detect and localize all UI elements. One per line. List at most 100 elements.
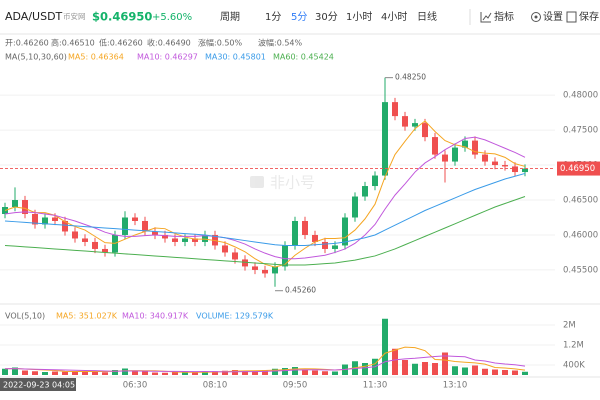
- volume-bar: [302, 370, 308, 375]
- interval-tab[interactable]: 30分: [315, 11, 338, 23]
- legend-item: MA30: 0.45801: [205, 53, 266, 62]
- watermark-text: 非小号: [270, 174, 315, 192]
- exchange: 币安网: [63, 11, 86, 21]
- candle-body: [162, 234, 168, 239]
- ohlc-item: 低:0.46260: [99, 38, 143, 48]
- last-price-label: 0.46950: [560, 164, 595, 174]
- volume-bar: [522, 371, 528, 375]
- candle-body: [322, 241, 328, 249]
- volume-bar: [182, 372, 188, 375]
- candle-body: [472, 140, 478, 155]
- interval-tab[interactable]: 4小时: [381, 11, 407, 23]
- candle-body: [422, 123, 428, 138]
- volume-bar: [312, 370, 318, 375]
- price: $0.46950: [92, 10, 152, 24]
- ma-line: [4, 172, 526, 246]
- volume-bar: [12, 367, 18, 375]
- volume-bar: [402, 360, 408, 375]
- settings-tool[interactable]: 设置: [531, 11, 564, 23]
- y-tick-label: 0.45500: [563, 265, 598, 275]
- ohlc-item: 开:0.46260: [5, 39, 49, 48]
- y-tick-label: 2M: [563, 321, 576, 331]
- ma-line: [4, 120, 526, 268]
- candle-body: [22, 200, 28, 214]
- volume-bar: [252, 371, 258, 375]
- volume-bar: [62, 371, 68, 375]
- volume-bar: [512, 370, 518, 375]
- candle-body: [182, 238, 188, 242]
- min-label: 0.45260: [285, 286, 316, 295]
- time-box: [0, 378, 76, 391]
- volume-bar: [92, 372, 98, 375]
- interval-tab[interactable]: 1小时: [346, 11, 372, 23]
- volume-bar: [32, 371, 38, 375]
- y-tick-label: 400K: [563, 361, 585, 371]
- max-label: 0.48250: [395, 73, 426, 82]
- volume-bar: [52, 371, 58, 375]
- legend-item: MA5: 351.027K: [56, 312, 118, 321]
- ohlc-item: 涨幅:0.50%: [198, 38, 243, 48]
- candle-body: [52, 217, 58, 221]
- candle-body: [172, 238, 178, 242]
- candle-body: [252, 266, 258, 270]
- volume-bar: [452, 366, 458, 375]
- candle-body: [242, 259, 248, 267]
- candle-body: [312, 234, 318, 242]
- legend-item: MA10: 340.917K: [122, 312, 189, 321]
- legend-item: MA10: 0.46297: [137, 53, 198, 62]
- icon: [531, 12, 541, 22]
- volume-bar: [212, 371, 218, 375]
- candle-body: [262, 269, 268, 274]
- volume-bar: [132, 371, 138, 375]
- volume-bar: [232, 370, 238, 375]
- x-tick-label: 11:30: [363, 381, 388, 391]
- candle-body: [482, 154, 488, 162]
- candle-body: [352, 196, 358, 218]
- icon: [534, 15, 538, 19]
- candle-body: [332, 245, 338, 249]
- ohlc-item: 波幅:0.54%: [258, 38, 303, 48]
- ma-line: [4, 355, 526, 373]
- candle-body: [202, 234, 208, 242]
- period-label: 周期: [220, 11, 240, 23]
- volume-bar: [162, 372, 168, 375]
- x-tick-label: 06:30: [123, 381, 148, 391]
- tool-label: 保存: [579, 10, 599, 23]
- x-tick-label: 08:10: [203, 381, 228, 391]
- volume-bar: [292, 367, 298, 375]
- watermark: 非小号: [250, 174, 315, 192]
- interval-tab[interactable]: 5分: [291, 11, 307, 23]
- legend-item: MA5: 0.46364: [68, 53, 124, 62]
- volume-bar: [202, 371, 208, 375]
- volume-bar: [422, 362, 428, 375]
- volume-bar: [222, 370, 228, 375]
- interval-tab[interactable]: 1分: [265, 11, 281, 23]
- volume-bar: [442, 352, 448, 375]
- candle-body: [402, 116, 408, 127]
- volume-bar: [322, 371, 328, 375]
- candle-body: [362, 186, 368, 197]
- x-tick-label: 2022-09-23 04:05: [3, 381, 75, 390]
- candle-body: [142, 220, 148, 232]
- save-tool[interactable]: 保存: [566, 10, 599, 23]
- tool-label: 指标: [494, 10, 514, 23]
- candle-body: [272, 266, 278, 274]
- candle-body: [522, 168, 528, 173]
- ohlc-item: 收:0.46490: [147, 38, 191, 48]
- volume-bar: [102, 372, 108, 375]
- volume-bar: [432, 363, 438, 375]
- ohlc-item: 高:0.46510: [51, 38, 95, 48]
- volume-bar: [412, 363, 418, 375]
- interval-tab[interactable]: 日线: [417, 10, 437, 23]
- volume-bar: [82, 371, 88, 375]
- x-tick-label: 09:50: [283, 381, 308, 391]
- volume-bar: [122, 368, 128, 375]
- volume-bar: [172, 372, 178, 375]
- candle-body: [432, 137, 438, 155]
- candle-body: [492, 161, 498, 166]
- tool-label: 设置: [543, 11, 563, 23]
- indicator-tool[interactable]: 指标: [480, 10, 514, 23]
- volume-bar: [262, 370, 268, 375]
